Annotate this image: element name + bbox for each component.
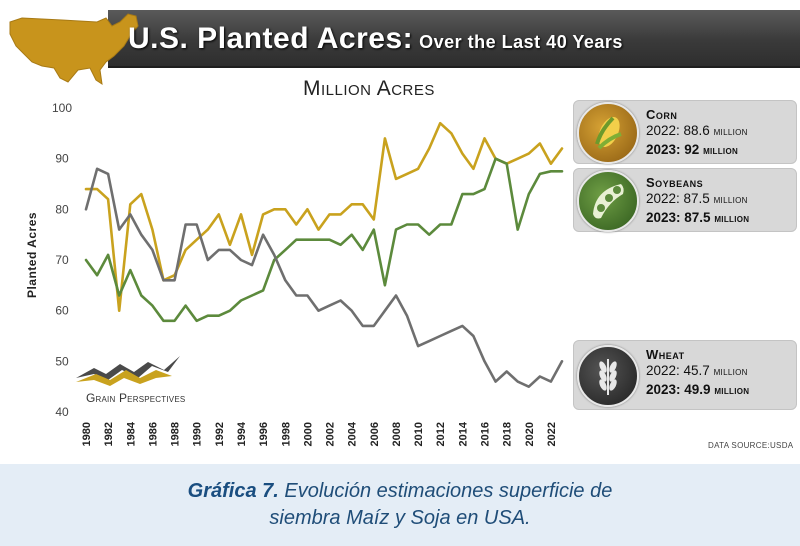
logo-text: Grain Perspectives [86,391,186,405]
x-tick-label: 2014 [457,421,469,446]
x-tick-label: 2018 [502,422,514,446]
main-title: U.S. Planted Acres: Over the Last 40 Year… [128,22,623,56]
x-axis: 1980 1982 1984 1986 1988 1990 1992 1994 1996 1998… [81,421,558,446]
x-tick-label: 2010 [413,422,425,446]
legend-item-corn: Corn 2022: 88.6 million 2023: 92 million [573,100,797,164]
legend-soybeans-line2-value: 2023: 87.5 [646,210,711,225]
y-tick-label: 50 [55,354,69,368]
x-tick-label: 2012 [435,422,447,446]
legend-soybeans-line1-value: 2022: 87.5 [646,191,710,206]
x-tick-label: 1986 [147,422,159,446]
caption-label: Gráfica 7. [187,480,279,502]
x-tick-label: 1980 [81,422,93,446]
y-tick-label: 40 [55,405,69,419]
soybean-icon [577,170,639,232]
x-tick-label: 1982 [103,422,115,446]
y-tick-label: 70 [55,253,69,267]
figure: U.S. Planted Acres: Over the Last 40 Year… [9,10,800,450]
figure-caption: Gráfica 7. Evolución estimaciones superf… [0,478,800,532]
x-tick-label: 2016 [480,422,492,446]
x-tick-label: 2020 [524,422,536,446]
x-tick-label: 1992 [214,422,226,446]
y-tick-label: 80 [55,202,69,216]
legend-wheat-line2-value: 2023: 49.9 [646,382,711,397]
x-tick-label: 2002 [325,422,337,446]
chart-subtitle: Million Acres [303,77,435,100]
x-tick-label: 1984 [125,421,137,446]
legend-name-corn: Corn [646,107,678,122]
legend-wheat-line1-unit: million [713,366,748,378]
series-layer [84,121,564,389]
legend-item-wheat: Wheat 2022: 45.7 million 2023: 49.9 mill… [573,340,797,410]
x-tick-label: 2022 [546,422,558,446]
legend-wheat-line1-value: 2022: 45.7 [646,363,710,378]
legend-soybeans-line2-unit: million [714,213,750,225]
y-tick-label: 100 [52,101,72,115]
x-tick-label: 2008 [391,422,403,446]
title-band [108,10,800,68]
y-axis: 40 50 60 70 80 90 100 [52,101,72,419]
series-line-wheat [84,167,564,389]
caption-line2: siembra Maíz y Soja en USA. [269,507,531,529]
legend-corn-line2-value: 2023: 92 [646,142,700,157]
main-title-suffix: Over the Last 40 Years [419,32,623,52]
x-tick-label: 1988 [170,422,182,446]
x-tick-label: 1994 [236,421,248,446]
line-chart: 40 50 60 70 80 90 100 1980 1982 1984 1986 1988 1990… [25,101,564,446]
legend-corn-line1-value: 2022: 88.6 [646,123,710,138]
legend-soybeans-line1-unit: million [713,194,748,206]
legend-wheat-line2-unit: million [714,385,750,397]
series-line-soybeans [84,157,564,323]
x-tick-label: 1996 [258,422,270,446]
y-axis-label: Planted Acres [25,212,39,298]
grain-perspectives-logo-icon [76,356,180,386]
legend-name-wheat: Wheat [646,347,685,362]
legend-corn-line2-unit: million [703,145,739,157]
x-tick-label: 1990 [192,422,204,446]
x-tick-label: 1998 [280,422,292,446]
x-tick-label: 2006 [369,422,381,446]
usa-map-icon [9,13,139,86]
wheat-icon [577,345,639,407]
legend-corn-line1-unit: million [713,126,748,138]
x-tick-label: 2000 [302,422,314,446]
legend-name-soybeans: Soybeans [646,175,704,190]
corn-icon [577,102,639,164]
caption-line1: Evolución estimaciones superficie de [278,480,613,502]
data-source: DATA SOURCE:USDA [708,441,794,450]
series-line-corn [84,121,564,313]
main-title-text: U.S. Planted Acres: [128,22,414,55]
caption-area: Gráfica 7. Evolución estimaciones superf… [0,464,800,546]
y-tick-label: 60 [55,304,69,318]
x-tick-label: 2004 [347,421,359,446]
legend-item-soybeans: Soybeans 2022: 87.5 million 2023: 87.5 m… [573,168,797,232]
y-tick-label: 90 [55,152,69,166]
